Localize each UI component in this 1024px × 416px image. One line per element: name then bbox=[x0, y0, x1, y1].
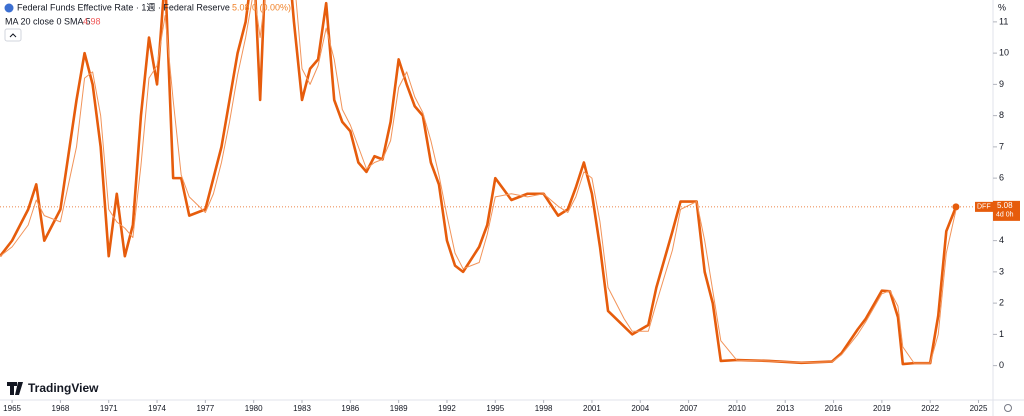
last-point bbox=[952, 203, 960, 211]
indicator-value: 4.98 bbox=[83, 16, 101, 26]
price-tag bbox=[975, 201, 993, 212]
y-tick-label: 3 bbox=[999, 266, 1004, 276]
series-line bbox=[0, 0, 957, 364]
price-symbol: DFF bbox=[977, 204, 991, 211]
x-tick-label: 1983 bbox=[293, 404, 311, 413]
y-tick-label: 1 bbox=[999, 329, 1004, 339]
x-tick-label: 2013 bbox=[776, 404, 794, 413]
x-tick-label: 1992 bbox=[438, 404, 456, 413]
plot-area bbox=[0, 0, 993, 366]
y-tick-label: 2 bbox=[999, 298, 1004, 308]
x-tick-label: 1980 bbox=[245, 404, 263, 413]
series-line bbox=[0, 0, 958, 366]
x-tick-label: 2019 bbox=[873, 404, 891, 413]
x-tick-label: 1974 bbox=[148, 404, 166, 413]
y-tick-label: 4 bbox=[999, 235, 1004, 245]
price-label: 5.08 bbox=[997, 201, 1013, 210]
x-tick-label: 1998 bbox=[535, 404, 553, 413]
y-tick-label: 0 bbox=[999, 360, 1004, 370]
x-tick-label: 1989 bbox=[390, 404, 408, 413]
header-change: 0 (0.00%) bbox=[252, 2, 291, 12]
logo-text: TradingView bbox=[28, 381, 99, 395]
x-tick-label: 1971 bbox=[100, 404, 118, 413]
x-tick-label: 1965 bbox=[3, 404, 21, 413]
y-tick-label: 6 bbox=[999, 173, 1004, 183]
y-tick-label: 10 bbox=[999, 48, 1009, 58]
flag-icon bbox=[4, 3, 14, 13]
x-tick-label: 1986 bbox=[341, 404, 359, 413]
collapse-button[interactable] bbox=[4, 28, 22, 42]
x-tick-label: 1977 bbox=[196, 404, 214, 413]
y-tick-label: 8 bbox=[999, 110, 1004, 120]
header-last: 5.08 bbox=[232, 2, 250, 12]
y-tick-label: 9 bbox=[999, 79, 1004, 89]
settings-icon[interactable] bbox=[1004, 404, 1012, 412]
header-title: Federal Funds Effective Rate · 1週 · Fede… bbox=[17, 2, 230, 12]
collapse-icon bbox=[9, 33, 17, 38]
x-tick-label: 1968 bbox=[52, 404, 70, 413]
x-tick-label: 2007 bbox=[680, 404, 698, 413]
x-tick-label: 1995 bbox=[486, 404, 504, 413]
y-tick-label: 7 bbox=[999, 141, 1004, 151]
y-tick-label: 11 bbox=[999, 16, 1008, 26]
price-tag bbox=[993, 200, 1020, 221]
x-tick-label: 2022 bbox=[921, 404, 939, 413]
price-countdown: 4d 0h bbox=[996, 212, 1014, 219]
x-tick-label: 2025 bbox=[970, 404, 988, 413]
x-tick-label: 2004 bbox=[631, 404, 649, 413]
x-tick-label: 2001 bbox=[583, 404, 601, 413]
logo-icon bbox=[7, 382, 23, 395]
unit-label: % bbox=[998, 2, 1006, 12]
x-tick-label: 2010 bbox=[728, 404, 746, 413]
x-tick-label: 2016 bbox=[825, 404, 843, 413]
indicator-name: MA 20 close 0 SMA 5 bbox=[5, 16, 91, 26]
